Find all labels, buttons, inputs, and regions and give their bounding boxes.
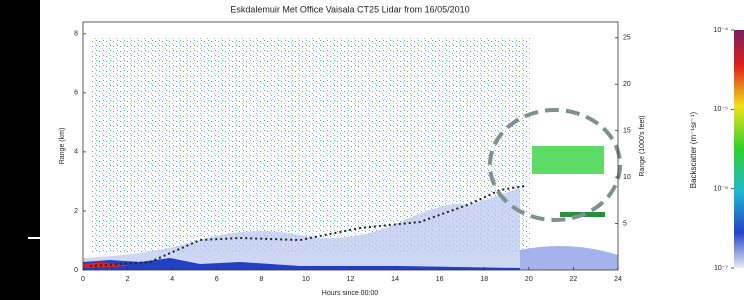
- y2-tick-label: 10: [623, 174, 631, 181]
- x-tick-label: 24: [614, 276, 622, 283]
- x-tick-label: 4: [170, 276, 174, 283]
- x-tick-label: 20: [525, 276, 533, 283]
- x-tick-label: 12: [347, 276, 355, 283]
- cloud-layer: [532, 146, 604, 174]
- x-tick-label: 2: [126, 276, 130, 283]
- colorbar: [734, 30, 744, 268]
- y2-axis-label: Range (1000's feet): [639, 115, 646, 176]
- y2-tick-label: 5: [623, 220, 627, 227]
- y2-tick-label: 15: [623, 128, 631, 135]
- side-dash: [28, 237, 40, 239]
- colorbar-tick-label: 10⁻⁵: [714, 106, 728, 113]
- x-axis-label: Hours since 00:00: [322, 290, 379, 297]
- noise: [100, 40, 160, 250]
- y-tick-label: 8: [74, 31, 78, 38]
- y2-tick-label: 25: [623, 35, 631, 42]
- y-axis-label: Range (km): [59, 128, 66, 165]
- colorbar-tick-label: 10⁻⁷: [714, 265, 728, 272]
- x-tick-label: 6: [215, 276, 219, 283]
- colorbar-tick-label: 10⁻⁶: [714, 186, 728, 193]
- x-tick-label: 14: [391, 276, 399, 283]
- surface-layer: [520, 246, 618, 270]
- chart: Eskdalemuir Met Office Vaisala CT25 Lida…: [0, 0, 744, 300]
- side-strip: [0, 0, 40, 300]
- x-tick-label: 18: [480, 276, 488, 283]
- backscatter-image: [83, 38, 618, 270]
- x-tick-label: 16: [436, 276, 444, 283]
- colorbar-label: Backscatter (m⁻¹sr⁻¹): [689, 111, 698, 188]
- x-tick-label: 22: [570, 276, 578, 283]
- y-tick-label: 4: [74, 149, 78, 156]
- colorbar-tick-label: 10⁻⁴: [714, 27, 729, 34]
- y-tick-label: 0: [74, 267, 78, 274]
- x-tick-label: 0: [81, 276, 85, 283]
- y2-tick-label: 20: [623, 81, 631, 88]
- x-tick-label: 10: [302, 276, 310, 283]
- y-tick-label: 2: [74, 208, 78, 215]
- chart-title: Eskdalemuir Met Office Vaisala CT25 Lida…: [230, 4, 469, 14]
- y-tick-label: 6: [74, 90, 78, 97]
- x-tick-label: 8: [259, 276, 263, 283]
